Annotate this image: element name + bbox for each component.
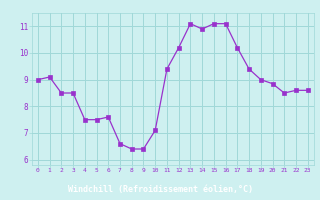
Text: Windchill (Refroidissement éolien,°C): Windchill (Refroidissement éolien,°C)	[68, 185, 252, 194]
